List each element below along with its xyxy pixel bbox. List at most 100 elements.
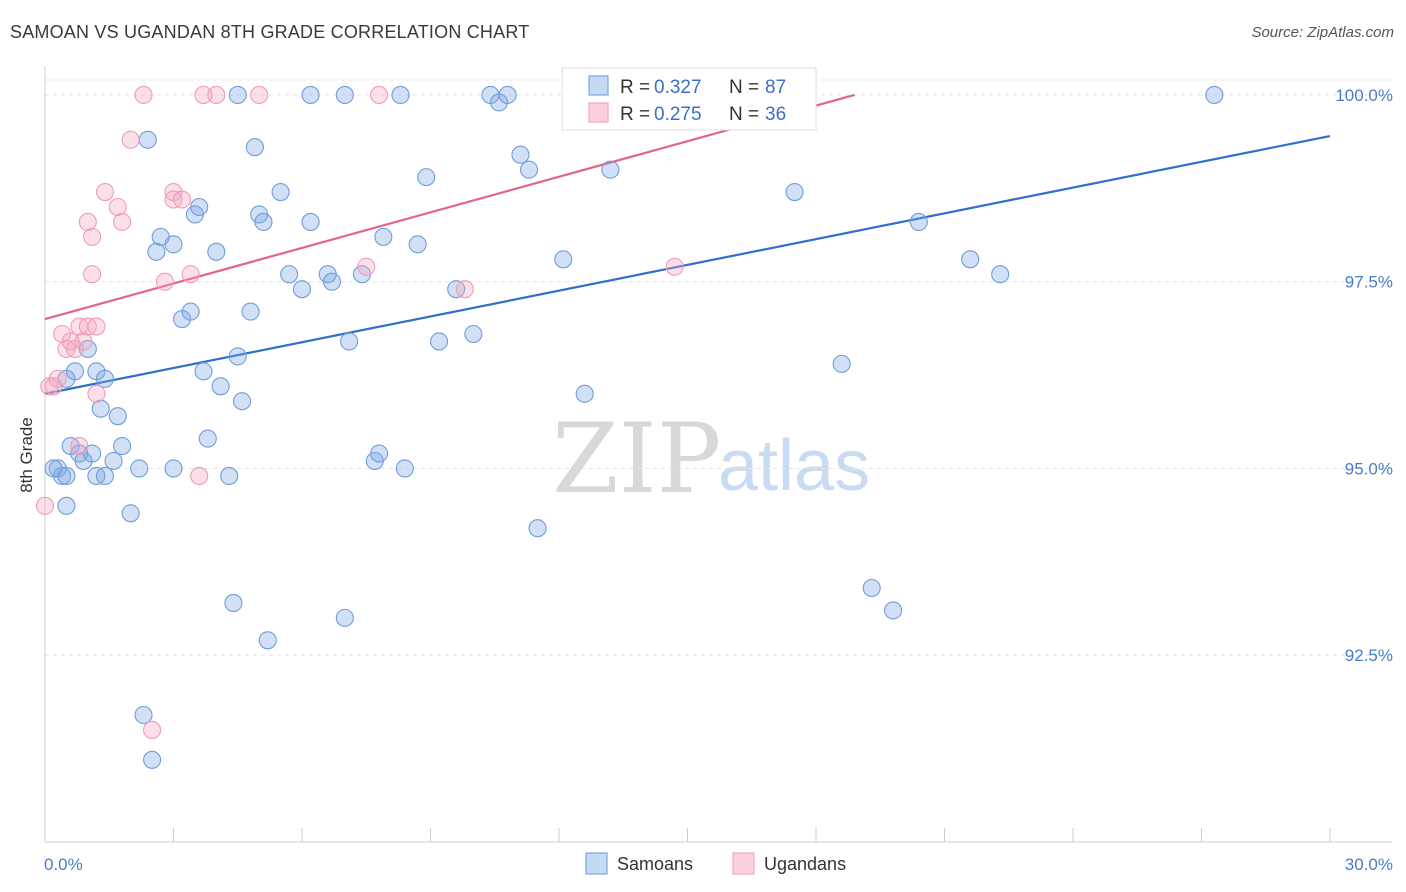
- samoan-point: [108, 407, 127, 426]
- ugandan-point: [173, 190, 192, 209]
- samoan-point: [220, 466, 239, 485]
- chart-title: SAMOAN VS UGANDAN 8TH GRADE CORRELATION …: [10, 22, 530, 42]
- ugandan-point: [113, 212, 132, 231]
- samoan-point: [417, 168, 436, 187]
- y-tick-label: 92.5%: [1345, 646, 1393, 665]
- samoan-point: [194, 362, 213, 381]
- samoan-point: [909, 212, 928, 231]
- samoan-point: [241, 302, 260, 321]
- samoan-point: [340, 332, 359, 351]
- samoan-point: [301, 85, 320, 104]
- samoan-point: [254, 212, 273, 231]
- ugandan-point: [155, 272, 174, 291]
- samoan-point: [57, 496, 76, 515]
- ugandan-point: [74, 332, 93, 351]
- samoan-point: [430, 332, 449, 351]
- samoan-point: [335, 85, 354, 104]
- samoan-point: [511, 145, 530, 164]
- legend: R = 0.327 N = 87 R = 0.275 N = 36: [561, 67, 817, 131]
- samoan-point: [528, 519, 547, 538]
- samoan-point: [91, 399, 110, 418]
- samoan-point: [95, 466, 115, 485]
- legend-swatch-samoans: [588, 75, 609, 96]
- ugandan-point: [70, 437, 89, 456]
- ugandan-point: [121, 130, 140, 149]
- samoan-point: [258, 631, 277, 650]
- samoan-point: [198, 429, 217, 448]
- samoan-point: [301, 212, 320, 231]
- bottom-legend-ugandans: Ugandans: [764, 854, 846, 874]
- samoan-point: [519, 160, 539, 179]
- ugandan-point: [181, 265, 200, 284]
- samoan-point: [57, 466, 76, 485]
- samoan-point: [575, 384, 594, 403]
- samoan-point: [785, 183, 804, 202]
- tick-labels: 92.5% 95.0% 97.5% 100.0% 0.0% 30.0%: [44, 86, 1393, 874]
- samoan-point: [292, 280, 312, 299]
- samoan-point: [113, 437, 132, 456]
- samoan-point: [207, 242, 226, 261]
- watermark-zip: ZIP: [552, 403, 721, 515]
- ugandan-trend-line: [44, 93, 855, 321]
- samoan-point: [121, 504, 140, 523]
- samoan-point: [138, 130, 157, 149]
- samoan-point: [190, 197, 209, 217]
- data-points: [35, 85, 1224, 769]
- ugandan-point: [35, 496, 55, 515]
- legend-ugandans-r-value: 0.275: [654, 104, 702, 125]
- samoan-point: [961, 250, 980, 269]
- watermark-atlas: atlas: [718, 426, 870, 506]
- samoan-point: [134, 705, 153, 725]
- samoan-point: [832, 354, 851, 373]
- samoan-point: [271, 183, 290, 202]
- ugandan-point: [83, 265, 102, 284]
- ugandan-point: [370, 85, 389, 104]
- y-tick-label: 95.0%: [1345, 459, 1393, 478]
- ugandan-point: [357, 257, 376, 276]
- bottom-legend-swatch-samoans: [585, 852, 608, 875]
- gridlines: [45, 79, 1392, 656]
- samoan-point: [498, 85, 517, 104]
- samoan-point: [143, 750, 162, 769]
- ugandan-point: [87, 384, 106, 403]
- source-label: Source: ZipAtlas.com: [1251, 24, 1394, 41]
- ugandan-point: [40, 377, 59, 396]
- samoan-point: [374, 227, 393, 246]
- legend-ugandans-n-value: 36: [765, 104, 786, 125]
- ugandan-point: [95, 183, 115, 202]
- samoan-point: [395, 459, 414, 478]
- samoan-point: [224, 593, 243, 612]
- x-tick-label: 0.0%: [44, 855, 83, 874]
- ugandan-point: [250, 85, 269, 104]
- trend-lines: [44, 93, 1331, 395]
- samoan-point: [1205, 85, 1224, 104]
- legend-samoans-n-label: N =: [729, 77, 759, 98]
- ugandan-point: [207, 85, 226, 104]
- samoan-point: [164, 235, 183, 254]
- ugandan-point: [190, 466, 209, 485]
- y-axis-label: 8th Grade: [17, 417, 36, 493]
- samoan-point: [104, 451, 123, 471]
- bottom-legend: Samoans Ugandans: [585, 852, 846, 875]
- ugandan-point: [455, 280, 474, 299]
- bottom-legend-swatch-ugandans: [732, 852, 755, 875]
- ugandan-point: [87, 317, 106, 336]
- ugandan-point: [194, 85, 213, 104]
- ugandan-point: [134, 85, 153, 104]
- samoan-point: [232, 392, 252, 411]
- ugandan-point: [78, 212, 97, 231]
- samoan-point: [991, 265, 1010, 284]
- samoan-point: [601, 160, 620, 179]
- x-tick-label: 30.0%: [1345, 855, 1393, 874]
- samoan-point: [211, 377, 230, 396]
- samoan-point: [181, 302, 200, 321]
- samoan-point: [147, 242, 166, 261]
- y-tick-label: 97.5%: [1345, 273, 1393, 292]
- samoan-point: [884, 601, 903, 620]
- bottom-legend-samoans: Samoans: [617, 854, 693, 874]
- samoan-point: [408, 235, 427, 254]
- axes: [44, 66, 1392, 843]
- samoan-point: [370, 444, 389, 463]
- samoan-point: [862, 578, 881, 598]
